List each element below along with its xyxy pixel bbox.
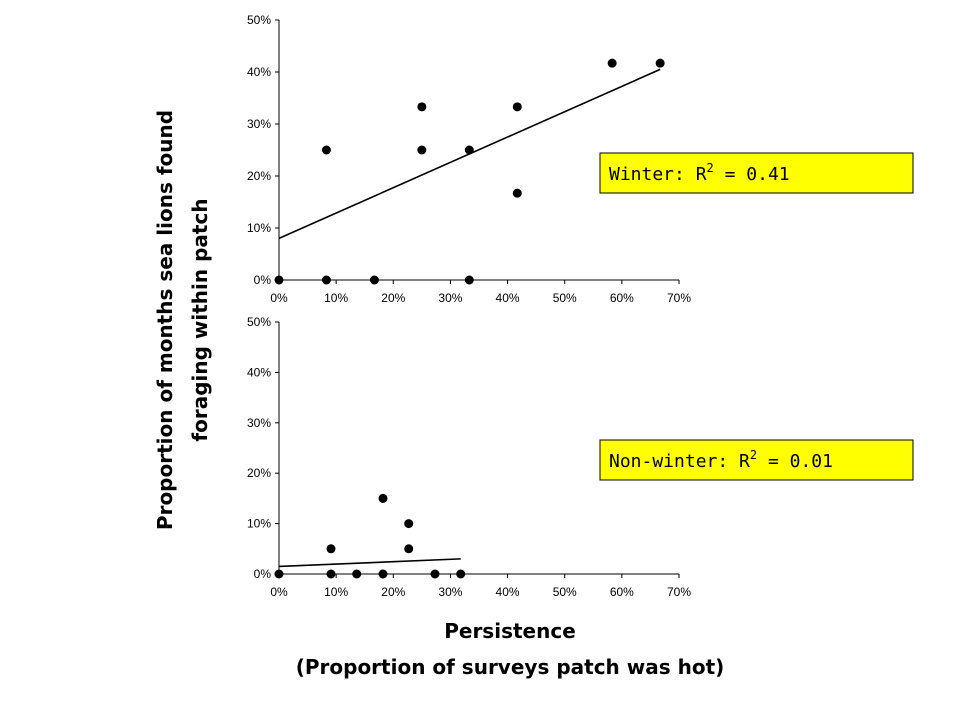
data-point (512, 102, 522, 112)
data-point (464, 275, 474, 285)
y-tick-label: 30% (247, 416, 271, 430)
x-tick-label: 30% (438, 291, 462, 305)
x-axis-title: Persistence (Proportion of surveys patch… (296, 619, 725, 679)
y-tick-label: 0% (254, 273, 272, 287)
x-tick-label: 30% (438, 585, 462, 599)
x-tick-label: 10% (324, 291, 348, 305)
r-squared-annotation: Winter: R2 = 0.41 (599, 152, 914, 194)
x-tick-label: 10% (324, 585, 348, 599)
y-tick-label: 40% (247, 65, 271, 79)
data-point (274, 275, 284, 285)
data-point (369, 275, 379, 285)
x-tick-label: 20% (381, 585, 405, 599)
bottom-panel: 0% 10% 20% 30% 40% 50% 0% 10% 20% 30% 40% 50% 60% 70%… (247, 315, 914, 599)
r-squared-annotation: Non-winter: R2 = 0.01 (599, 439, 914, 481)
data-point (512, 188, 522, 198)
data-point (321, 275, 331, 285)
x-tick-label: 40% (496, 291, 520, 305)
trendline (278, 558, 461, 568)
x-tick-label: 20% (381, 291, 405, 305)
y-tick-label: 10% (247, 221, 271, 235)
annotation-value: = 0.01 (757, 451, 833, 472)
annotation-box (599, 439, 914, 481)
data-point (378, 493, 388, 503)
x-tick-label: 70% (667, 585, 691, 599)
y-tick-label: 50% (247, 315, 271, 329)
data-point (417, 102, 427, 112)
data-point (404, 519, 414, 529)
y-tick-label: 20% (247, 169, 271, 183)
annotation-label: Non-winter: R (609, 451, 750, 472)
data-point (655, 58, 665, 68)
data-point (378, 569, 388, 579)
y-tick-label: 10% (247, 517, 271, 531)
x-tick-label: 50% (553, 291, 577, 305)
y-tick-label: 0% (254, 567, 272, 581)
x-tick-label: 70% (667, 291, 691, 305)
data-point (321, 145, 331, 155)
y-tick-label: 50% (247, 13, 271, 27)
y-tick-label: 20% (247, 466, 271, 480)
data-point (464, 145, 474, 155)
x-tick-label: 60% (610, 585, 634, 599)
annotation-box (599, 152, 914, 194)
y-axis-title-line1: Proportion of months sea lions found (153, 110, 177, 530)
x-tick-label: 0% (270, 585, 288, 599)
annotation-superscript: 2 (750, 448, 757, 462)
data-point (430, 569, 440, 579)
annotation-text: Non-winter: R2 = 0.01 (609, 448, 833, 472)
x-tick-label: 0% (270, 291, 288, 305)
data-point (326, 569, 336, 579)
y-tick-label: 40% (247, 365, 271, 379)
x-axis-title-line1: Persistence (444, 619, 576, 643)
data-point (607, 58, 617, 68)
data-point (456, 569, 466, 579)
annotation-label: Winter: R (609, 164, 707, 185)
annotation-superscript: 2 (707, 161, 714, 175)
data-point (352, 569, 362, 579)
y-axis-title: Proportion of months sea lions found for… (153, 110, 212, 530)
x-axis-title-line2: (Proportion of surveys patch was hot) (296, 655, 725, 679)
annotation-text: Winter: R2 = 0.41 (609, 161, 790, 185)
top-panel: 0% 10% 20% 30% 40% 50% 0% 10% 20% 30% 40% 50% 60% 70%… (247, 13, 914, 305)
data-point (274, 569, 284, 579)
data-point (417, 145, 427, 155)
data-point (326, 544, 336, 554)
x-tick-label: 60% (610, 291, 634, 305)
x-tick-label: 50% (553, 585, 577, 599)
data-point (404, 544, 414, 554)
y-axis-title-line2: foraging within patch (188, 198, 212, 441)
y-tick-label: 30% (247, 117, 271, 131)
x-tick-label: 40% (496, 585, 520, 599)
annotation-value: = 0.41 (714, 164, 790, 185)
